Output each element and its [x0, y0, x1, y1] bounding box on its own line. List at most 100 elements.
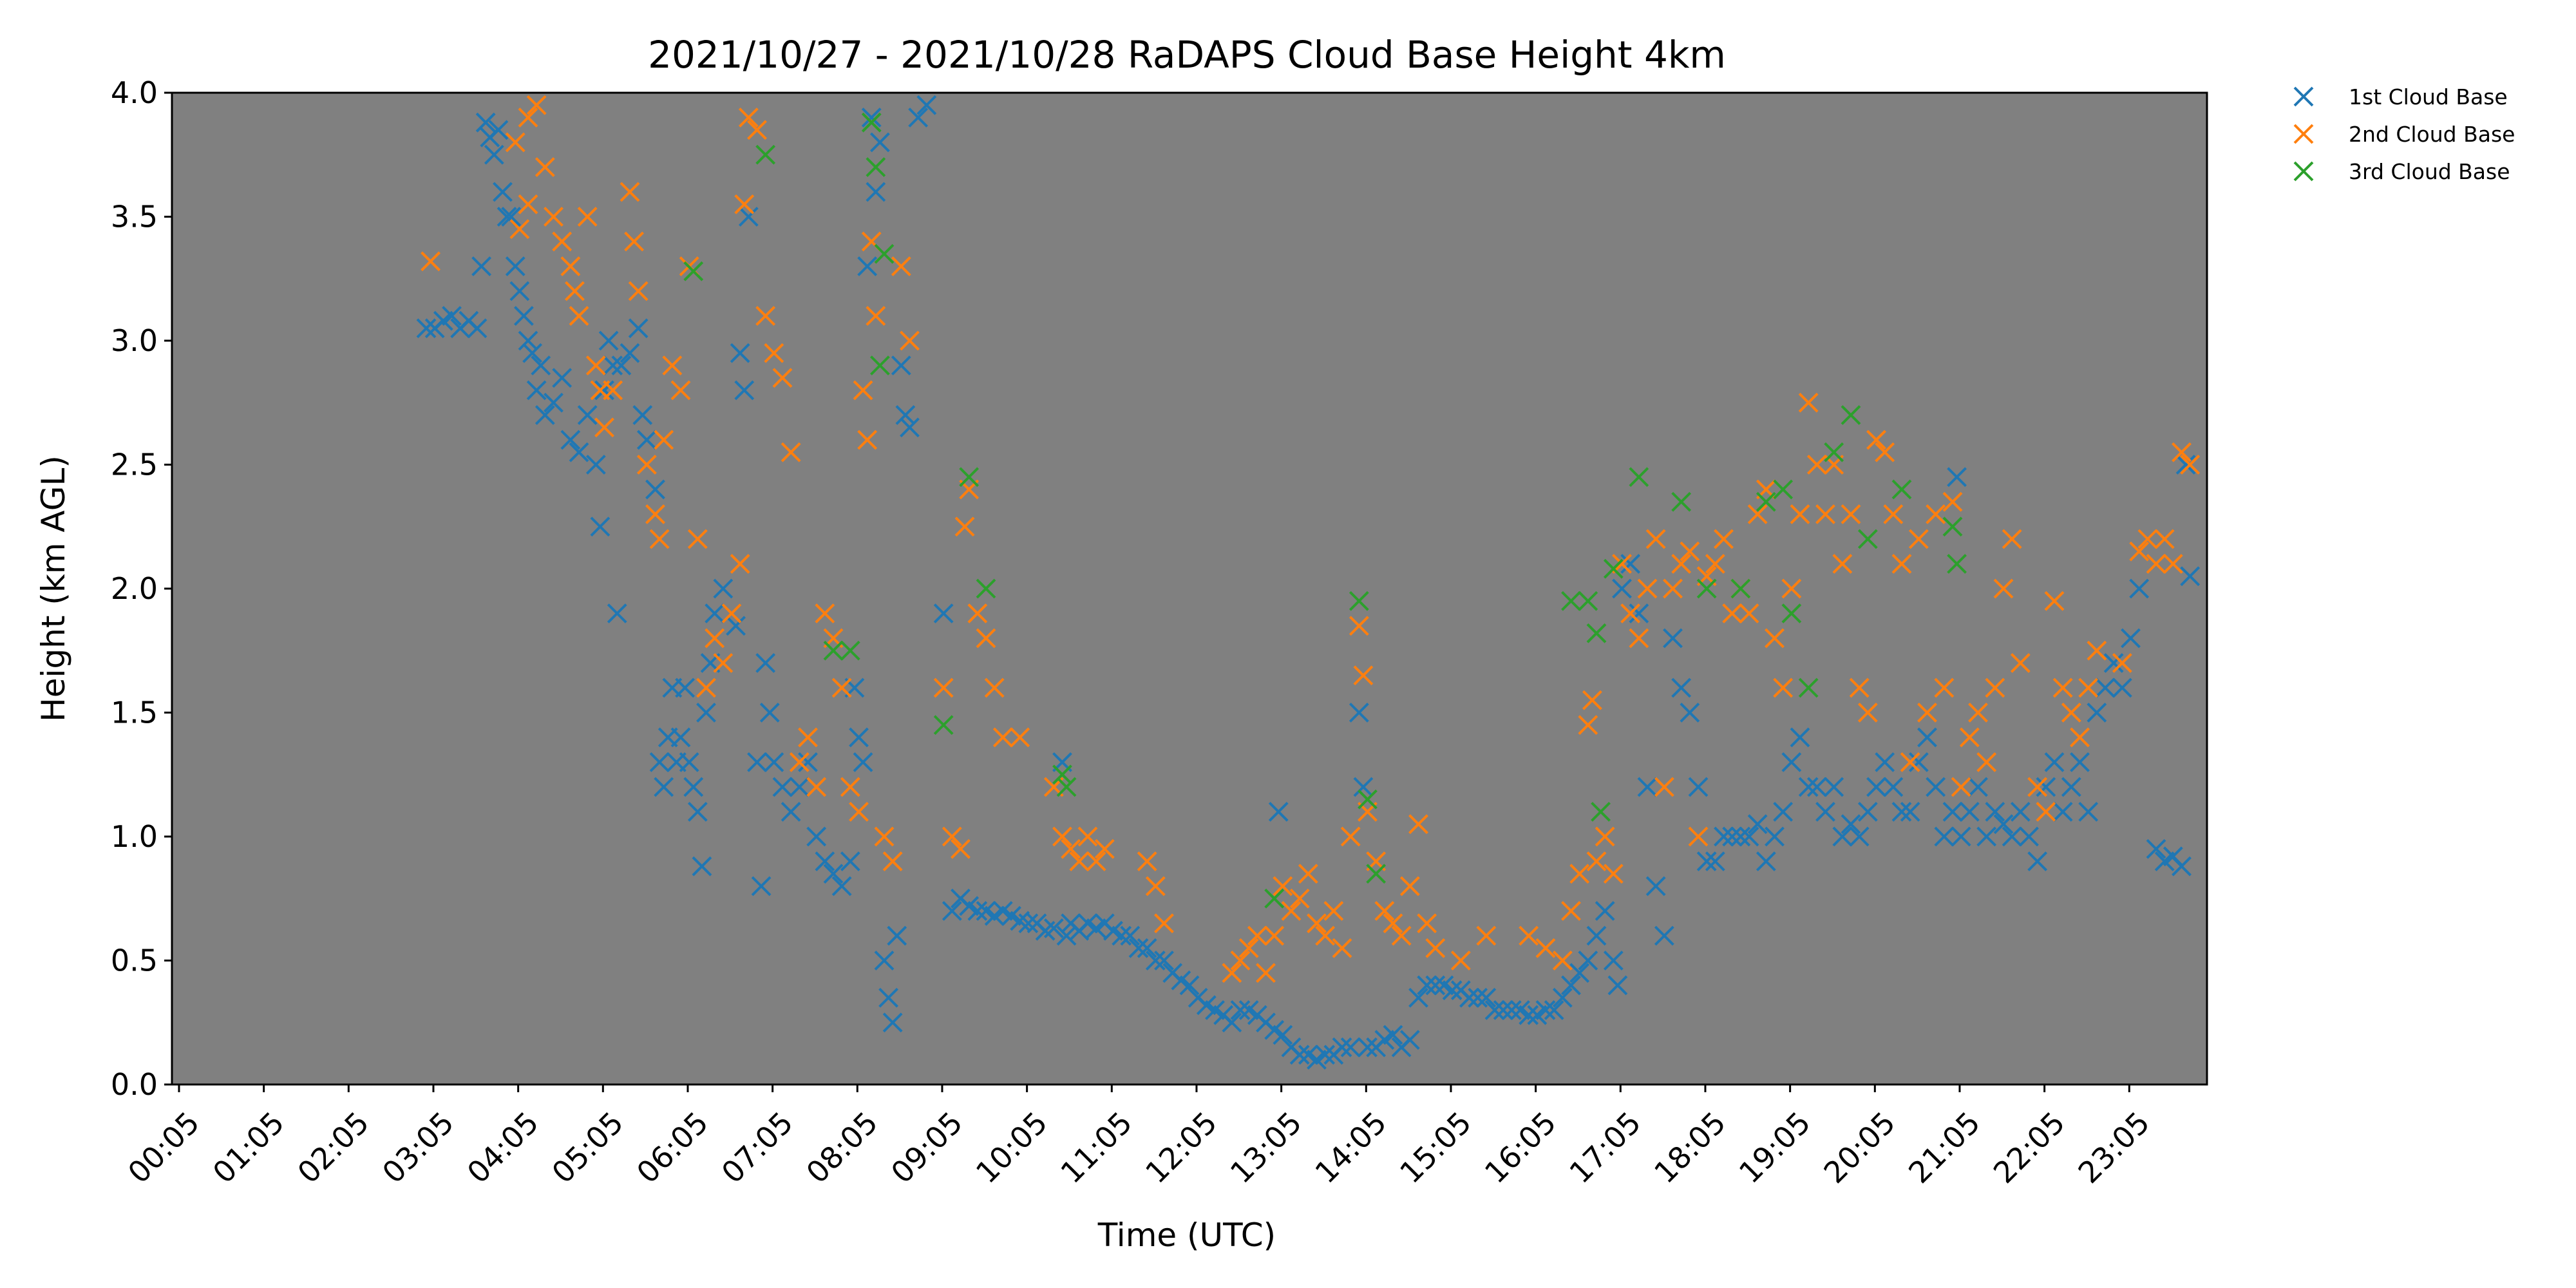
data-point [696, 703, 716, 723]
legend-marker [2293, 86, 2314, 107]
data-point [1145, 876, 1166, 896]
data-point [1645, 876, 1666, 896]
data-point [1730, 826, 1751, 847]
data-point [624, 231, 644, 252]
data-point [1857, 703, 1878, 723]
data-point [1714, 529, 1734, 549]
data-point [628, 318, 649, 339]
data-point [1468, 987, 1488, 1008]
data-point [2095, 677, 2116, 698]
data-point [1857, 802, 1878, 822]
data-point [954, 516, 975, 537]
data-point [815, 603, 835, 623]
data-point [891, 355, 911, 375]
data-point [1747, 814, 1768, 835]
data-point [1985, 802, 2005, 822]
data-point [594, 417, 614, 438]
data-point [1951, 777, 1971, 797]
x-tick-label: 04:05 [460, 1105, 545, 1190]
data-point [967, 603, 988, 623]
data-point [806, 826, 827, 847]
x-tick-label: 02:05 [290, 1105, 375, 1190]
data-point [1942, 802, 1963, 822]
x-tick-label: 07:05 [715, 1105, 800, 1190]
data-point [1747, 504, 1768, 524]
data-point [764, 343, 784, 363]
data-point [853, 752, 873, 772]
data-point [1645, 529, 1666, 549]
data-point [1756, 851, 1776, 871]
data-point [726, 616, 746, 636]
y-tick-label: 2.0 [111, 571, 158, 606]
x-tick-label: 17:05 [1562, 1105, 1647, 1190]
data-point [649, 529, 670, 549]
data-point [1993, 814, 2014, 835]
data-point [598, 330, 619, 351]
data-point [738, 108, 759, 128]
y-tick-label: 2.5 [111, 448, 158, 482]
data-point [603, 355, 623, 375]
data-point [882, 1012, 903, 1033]
y-axis-title: Height (km AGL) [35, 455, 72, 722]
data-point [585, 455, 606, 475]
data-point [620, 343, 640, 363]
data-point [1883, 504, 1904, 524]
data-point [1798, 777, 1819, 797]
data-point [866, 157, 886, 177]
data-point [1739, 826, 1759, 847]
data-point [1947, 554, 1967, 574]
data-point [1841, 405, 1861, 425]
data-point [823, 640, 844, 661]
x-tick-label: 22:05 [1987, 1105, 2072, 1190]
data-point [1891, 554, 1912, 574]
data-point [1569, 864, 1590, 884]
data-point [1569, 963, 1590, 983]
data-point [2112, 653, 2132, 673]
data-point [662, 355, 683, 375]
data-point [874, 951, 895, 971]
data-point [900, 330, 920, 351]
chart-title: 2021/10/27 - 2021/10/28 RaDAPS Cloud Bas… [648, 33, 1726, 77]
data-point [636, 430, 657, 450]
data-point [1773, 479, 1794, 500]
data-point [933, 715, 954, 735]
data-point [1353, 665, 1374, 686]
data-point [569, 306, 589, 326]
data-point [1315, 1045, 1336, 1065]
x-tick-label: 21:05 [1902, 1105, 1987, 1190]
x-tick-label: 23:05 [2071, 1105, 2156, 1190]
data-point [1056, 777, 1077, 797]
data-point [649, 752, 670, 772]
data-point [2044, 591, 2065, 611]
data-point [2103, 653, 2124, 673]
data-point [1417, 913, 1437, 934]
data-point [916, 95, 937, 115]
data-point [1705, 851, 1725, 871]
data-point [552, 231, 573, 252]
data-point [1891, 802, 1912, 822]
data-point [2061, 777, 2081, 797]
data-point [857, 430, 878, 450]
data-point [421, 251, 440, 272]
data-point [849, 802, 869, 822]
data-point [1815, 802, 1835, 822]
data-point [518, 108, 538, 128]
data-point [2061, 703, 2081, 723]
data-point [514, 306, 534, 326]
data-point [696, 677, 716, 698]
data-point [1798, 677, 1819, 698]
data-point [976, 578, 996, 599]
x-tick-label: 19:05 [1732, 1105, 1817, 1190]
data-point [2010, 653, 2031, 673]
data-point [1680, 541, 1700, 562]
x-tick-label: 00:05 [121, 1105, 206, 1190]
data-point [1586, 925, 1607, 946]
data-point [2078, 677, 2099, 698]
data-point [2002, 529, 2022, 549]
data-point [2121, 628, 2141, 649]
data-point [1607, 975, 1628, 996]
data-point [1917, 727, 1937, 748]
data-point [1603, 864, 1624, 884]
data-point [1790, 504, 1810, 524]
data-point [654, 430, 674, 450]
